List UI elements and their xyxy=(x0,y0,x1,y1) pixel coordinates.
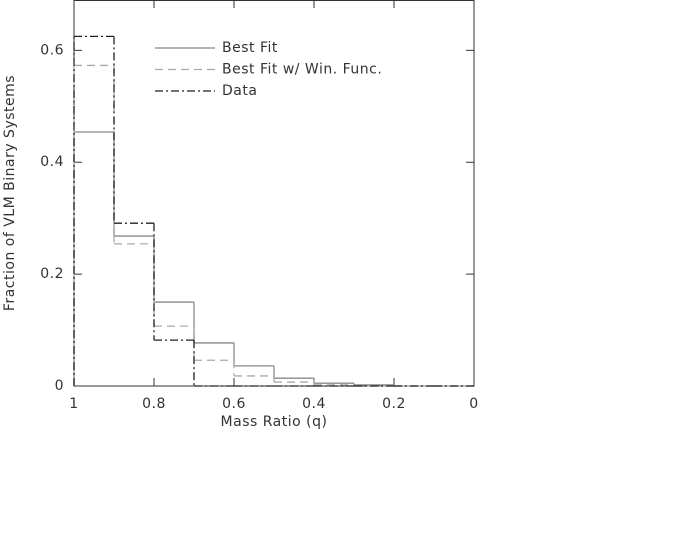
x-tick-label: 0.4 xyxy=(302,396,326,412)
x-tick-label: 0.8 xyxy=(142,396,166,412)
legend-label: Best Fit xyxy=(222,40,278,56)
y-tick-label: 0.4 xyxy=(40,154,64,170)
y-axis-label: Fraction of VLM Binary Systems xyxy=(2,75,18,311)
x-tick-label: 0 xyxy=(469,396,478,412)
x-tick-label: 0.6 xyxy=(222,396,246,412)
y-tick-label: 0 xyxy=(55,378,64,394)
y-tick-label: 0.6 xyxy=(40,42,64,58)
legend-label: Best Fit w/ Win. Func. xyxy=(222,62,382,78)
plot-frame xyxy=(73,0,475,387)
legend-label: Data xyxy=(222,83,257,99)
x-tick-label: 0.2 xyxy=(382,396,406,412)
x-axis-label: Mass Ratio (q) xyxy=(221,414,328,430)
x-tick-label: 1 xyxy=(69,396,78,412)
y-tick-label: 0.2 xyxy=(40,266,64,282)
